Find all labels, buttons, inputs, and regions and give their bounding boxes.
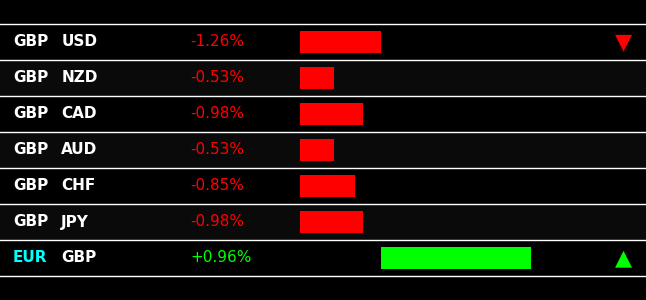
Bar <box>0 24 646 60</box>
Text: USD: USD <box>61 34 98 50</box>
Text: ▲: ▲ <box>615 248 632 268</box>
Bar <box>300 211 363 233</box>
Text: -0.85%: -0.85% <box>191 178 244 194</box>
Bar <box>0 96 646 132</box>
Text: -1.26%: -1.26% <box>191 34 245 50</box>
Text: GBP: GBP <box>13 214 48 230</box>
Text: GBP: GBP <box>13 70 48 86</box>
Text: NZD: NZD <box>61 70 98 86</box>
Bar <box>381 247 531 269</box>
Bar <box>0 204 646 240</box>
Text: -0.53%: -0.53% <box>191 142 245 158</box>
Text: GBP: GBP <box>61 250 97 266</box>
Bar <box>300 31 381 53</box>
Text: -0.53%: -0.53% <box>191 70 245 86</box>
Text: CHF: CHF <box>61 178 96 194</box>
Bar <box>0 240 646 276</box>
Bar <box>300 175 355 197</box>
Bar <box>0 168 646 204</box>
Bar <box>300 139 335 161</box>
Text: ▼: ▼ <box>615 32 632 52</box>
Text: GBP: GBP <box>13 178 48 194</box>
Text: -0.98%: -0.98% <box>191 214 245 230</box>
Text: -0.98%: -0.98% <box>191 106 245 122</box>
Text: GBP: GBP <box>13 34 48 50</box>
Text: JPY: JPY <box>61 214 89 230</box>
Text: GBP: GBP <box>13 142 48 158</box>
Text: +0.96%: +0.96% <box>191 250 252 266</box>
Bar <box>300 67 335 89</box>
Bar <box>0 60 646 96</box>
Text: EUR: EUR <box>13 250 47 266</box>
Text: AUD: AUD <box>61 142 98 158</box>
Text: GBP: GBP <box>13 106 48 122</box>
Text: CAD: CAD <box>61 106 97 122</box>
Bar <box>0 132 646 168</box>
Bar <box>300 103 363 125</box>
